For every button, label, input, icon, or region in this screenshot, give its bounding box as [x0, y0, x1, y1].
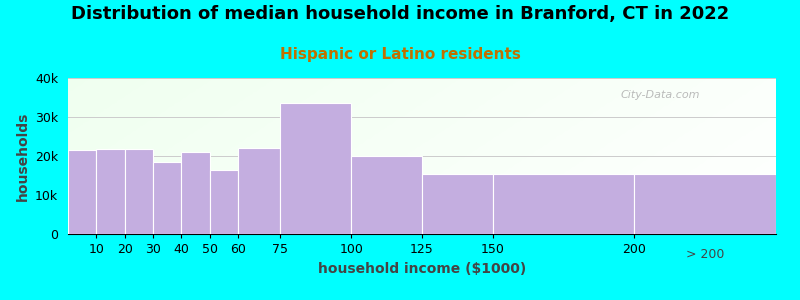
Bar — [153, 162, 182, 234]
Bar — [182, 152, 210, 234]
Bar — [351, 156, 422, 234]
Text: Distribution of median household income in Branford, CT in 2022: Distribution of median household income … — [71, 4, 729, 22]
Text: > 200: > 200 — [686, 248, 724, 261]
Bar — [125, 149, 153, 234]
Bar — [493, 173, 634, 234]
Bar — [96, 149, 125, 234]
Text: City-Data.com: City-Data.com — [620, 91, 700, 100]
Bar — [422, 173, 493, 234]
Y-axis label: households: households — [15, 111, 30, 201]
Bar — [634, 173, 776, 234]
X-axis label: household income ($1000): household income ($1000) — [318, 262, 526, 276]
Bar — [238, 148, 280, 234]
Bar — [210, 169, 238, 234]
Text: Hispanic or Latino residents: Hispanic or Latino residents — [279, 46, 521, 62]
Bar — [280, 103, 351, 234]
Bar — [68, 150, 96, 234]
